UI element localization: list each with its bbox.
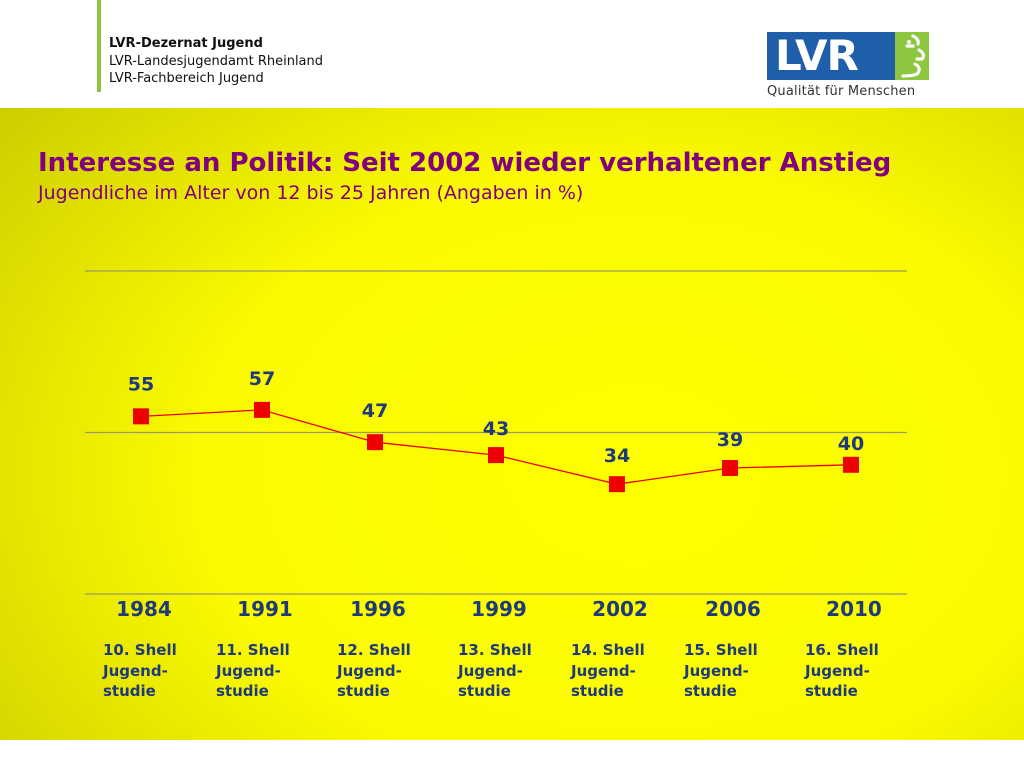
logo-blue-block xyxy=(767,32,895,80)
study-label-line-3: studie xyxy=(571,682,624,700)
study-label-line-3: studie xyxy=(458,682,511,700)
study-label-line-3: studie xyxy=(337,682,390,700)
study-label-line-1: 10. Shell xyxy=(103,641,177,659)
study-label-line-1: 15. Shell xyxy=(684,641,758,659)
data-label-1999: 43 xyxy=(483,418,509,440)
study-label-line-2: Jugend- xyxy=(216,661,281,680)
study-label-line-2: Jugend- xyxy=(571,661,636,680)
study-label-line-3: studie xyxy=(103,682,156,700)
series-interesse-an-politik xyxy=(133,401,859,493)
study-label-1991: 11. Shell Jugend-studie xyxy=(216,640,290,702)
data-point-1996 xyxy=(367,434,383,451)
logo-claim: Qualität für Menschen xyxy=(767,84,916,99)
chart-title: Interesse an Politik: Seit 2002 wieder v… xyxy=(38,148,892,178)
x-tick-label-1999: 1999 xyxy=(471,597,527,621)
study-label-1996: 12. Shell Jugend-studie xyxy=(337,640,411,702)
study-label-2006: 15. Shell Jugend-studie xyxy=(684,640,758,702)
line-chart: 55 57 47 43 34 39 40 1984 1991 1996 1999 2002 2006 2… xyxy=(85,270,907,621)
study-label-1999: 13. Shell Jugend-studie xyxy=(458,640,532,702)
study-label-line-1: 14. Shell xyxy=(571,641,645,659)
x-tick-label-2010: 2010 xyxy=(826,597,882,621)
study-label-line-3: studie xyxy=(805,682,858,700)
data-point-2010 xyxy=(843,456,859,473)
data-point-1991 xyxy=(254,401,270,418)
data-label-1996: 47 xyxy=(362,400,388,422)
study-label-line-1: 13. Shell xyxy=(458,641,532,659)
lvr-logo: LVR Qualität für Menschen xyxy=(767,31,929,99)
x-tick-label-1984: 1984 xyxy=(116,597,172,621)
study-label-line-3: studie xyxy=(684,682,737,700)
logo-text: LVR xyxy=(775,31,859,80)
organization-block: LVR-Dezernat Jugend LVR-Landesjugendamt … xyxy=(109,35,323,88)
data-label-1991: 57 xyxy=(249,368,275,390)
study-label-2002: 14. Shell Jugend-studie xyxy=(571,640,645,702)
study-label-line-2: Jugend- xyxy=(103,661,168,680)
study-label-2010: 16. Shell Jugend-studie xyxy=(805,640,879,702)
data-point-2002 xyxy=(609,476,625,493)
study-label-line-1: 11. Shell xyxy=(216,641,290,659)
study-label-line-1: 16. Shell xyxy=(805,641,879,659)
slide-area: Interesse an Politik: Seit 2002 wieder v… xyxy=(0,108,1024,740)
study-label-1984: 10. Shell Jugend-studie xyxy=(103,640,177,702)
data-label-2010: 40 xyxy=(838,433,864,455)
chart-subtitle: Jugendliche im Alter von 12 bis 25 Jahre… xyxy=(38,182,584,204)
accent-bar xyxy=(97,0,101,92)
data-labels: 55 57 47 43 34 39 40 xyxy=(128,368,864,467)
study-label-line-2: Jugend- xyxy=(337,661,402,680)
data-label-1984: 55 xyxy=(128,373,154,395)
x-tick-label-2002: 2002 xyxy=(592,597,648,621)
data-point-1984 xyxy=(133,408,149,425)
org-line-3: LVR-Fachbereich Jugend xyxy=(109,71,264,86)
x-tick-label-1996: 1996 xyxy=(350,597,406,621)
study-label-line-2: Jugend- xyxy=(805,661,870,680)
data-label-2006: 39 xyxy=(717,429,743,451)
x-axis: 1984 1991 1996 1999 2002 2006 2010 xyxy=(116,597,882,621)
footer xyxy=(0,740,1024,768)
study-label-line-3: studie xyxy=(216,682,269,700)
data-point-2006 xyxy=(722,460,738,477)
data-point-1999 xyxy=(488,447,504,464)
study-label-line-2: Jugend- xyxy=(684,661,749,680)
x-tick-label-2006: 2006 xyxy=(705,597,761,621)
header: LVR-Dezernat Jugend LVR-Landesjugendamt … xyxy=(0,0,1024,108)
org-line-1: LVR-Dezernat Jugend xyxy=(109,36,263,51)
x-tick-label-1991: 1991 xyxy=(237,597,293,621)
face-profile-icon xyxy=(901,34,926,78)
org-line-2: LVR-Landesjugendamt Rheinland xyxy=(109,53,324,69)
study-label-line-2: Jugend- xyxy=(458,661,523,680)
data-label-2002: 34 xyxy=(604,445,630,467)
gridlines xyxy=(85,270,907,595)
study-label-line-1: 12. Shell xyxy=(337,641,411,659)
